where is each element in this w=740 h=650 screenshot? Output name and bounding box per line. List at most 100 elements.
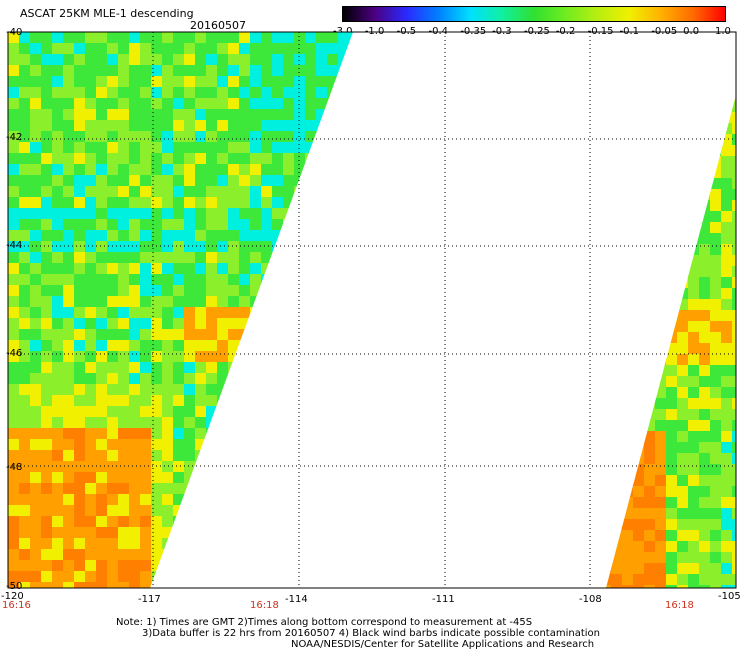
swath-cell	[349, 428, 353, 440]
swath-cell	[688, 442, 700, 454]
swath-cell	[63, 329, 75, 341]
swath-cell	[644, 574, 656, 586]
swath-cell	[721, 123, 733, 135]
swath-cell	[118, 164, 130, 176]
lat-label: -40	[6, 27, 23, 38]
swath-cell	[338, 197, 350, 209]
swath-cell	[699, 420, 711, 432]
swath-cell	[294, 428, 306, 440]
swath-cell	[338, 153, 350, 165]
swath-cell	[19, 527, 31, 539]
swath-cell	[294, 153, 306, 165]
swath-cell	[272, 494, 284, 506]
swath-cell	[250, 120, 262, 132]
swath-cell	[239, 208, 251, 220]
swath-cell	[173, 494, 185, 506]
swath-cell	[63, 263, 75, 275]
swath-cell	[184, 450, 196, 462]
swath-cell	[228, 285, 240, 297]
swath-cell	[294, 439, 306, 451]
swath-cell	[96, 263, 108, 275]
swath-cell	[107, 208, 119, 220]
swath-cell	[129, 571, 141, 583]
swath-cell	[261, 197, 273, 209]
swath-cell	[228, 527, 240, 539]
swath-cell	[349, 296, 353, 308]
swath-cell	[655, 519, 667, 531]
swath-cell	[239, 131, 251, 143]
swath-cell	[118, 98, 130, 110]
swath-cell	[41, 472, 53, 484]
swath-cell	[338, 263, 350, 275]
swath-cell	[85, 549, 97, 561]
swath-cell	[327, 43, 339, 55]
swath-cell	[19, 164, 31, 176]
swath-cell	[63, 417, 75, 429]
swath-cell	[327, 285, 339, 297]
swath-cell	[41, 560, 53, 572]
swath-cell	[710, 321, 722, 333]
swath-cell	[74, 384, 86, 396]
swath-cell	[272, 76, 284, 88]
swath-cell	[41, 54, 53, 66]
swath-cell	[239, 494, 251, 506]
swath-cell	[217, 120, 229, 132]
swath-cell	[316, 153, 328, 165]
swath-cell	[30, 472, 42, 484]
swath-cell	[622, 332, 634, 344]
swath-cell	[129, 505, 141, 517]
swath-cell	[151, 373, 163, 385]
swath-cell	[63, 560, 75, 572]
swath-cell	[655, 387, 667, 399]
swath-cell	[217, 175, 229, 187]
swath-cell	[173, 98, 185, 110]
swath-cell	[644, 156, 656, 168]
swath-cell	[338, 43, 350, 55]
swath-cell	[688, 541, 700, 553]
swath-cell	[699, 299, 711, 311]
swath-cell	[644, 585, 656, 588]
swath-cell	[688, 222, 700, 234]
swath-cell	[327, 538, 339, 550]
swath-cell	[118, 76, 130, 88]
swath-cell	[206, 120, 218, 132]
swath-cell	[129, 461, 141, 473]
swath-cell	[338, 109, 350, 121]
swath-cell	[283, 230, 295, 242]
swath-cell	[655, 101, 667, 113]
swath-cell	[327, 296, 339, 308]
swath-cell	[129, 230, 141, 242]
swath-cell	[151, 307, 163, 319]
swath-cell	[294, 549, 306, 561]
swath-cell	[710, 145, 722, 157]
swath-cell	[19, 516, 31, 528]
swath-cell	[184, 516, 196, 528]
swath-cell	[195, 450, 207, 462]
swath-cell	[622, 398, 634, 410]
swath-cell	[294, 208, 306, 220]
swath-cell	[688, 354, 700, 366]
swath-cell	[107, 428, 119, 440]
swath-cell	[316, 197, 328, 209]
swath-cell	[710, 167, 722, 179]
swath-cell	[217, 32, 229, 44]
swath-cell	[633, 508, 645, 520]
swath-cell	[19, 219, 31, 231]
swath-cell	[85, 142, 97, 154]
swath-cell	[272, 274, 284, 286]
swath-cell	[118, 483, 130, 495]
swath-cell	[338, 296, 350, 308]
swath-cell	[30, 571, 42, 583]
swath-cell	[107, 560, 119, 572]
swath-cell	[85, 472, 97, 484]
swath-cell	[666, 497, 678, 509]
swath-cell	[677, 365, 689, 377]
swath-cell	[677, 486, 689, 498]
swath-cell	[107, 32, 119, 44]
swath-cell	[52, 505, 64, 517]
swath-cell	[272, 32, 284, 44]
swath-cell	[721, 112, 733, 124]
swath-cell	[41, 241, 53, 253]
swath-cell	[107, 516, 119, 528]
